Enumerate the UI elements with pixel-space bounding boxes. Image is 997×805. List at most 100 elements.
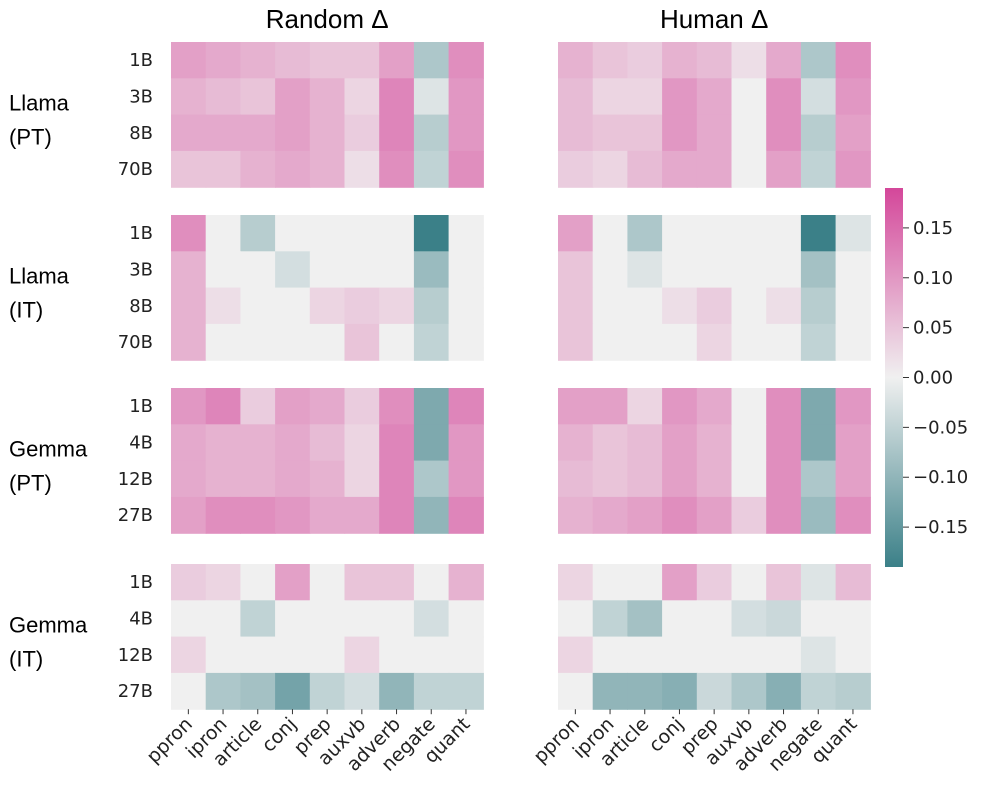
colorbar-tick-label: 0.15 xyxy=(913,218,953,239)
heatmap-cell xyxy=(731,496,767,534)
heatmap-cell xyxy=(835,114,871,152)
heatmap-cell xyxy=(800,42,837,79)
heatmap-cell xyxy=(171,564,207,601)
heatmap-cell xyxy=(171,388,207,425)
heatmap-cell xyxy=(627,42,663,79)
heatmap-cell xyxy=(731,42,767,79)
heatmap-cell xyxy=(413,251,450,289)
heatmap-cell xyxy=(413,287,450,325)
heatmap-cell xyxy=(171,323,207,361)
heatmap-cell xyxy=(379,600,415,638)
heatmap-cell xyxy=(627,251,663,289)
heatmap-cell xyxy=(413,672,450,710)
heatmap-cell xyxy=(662,78,698,116)
group-label-variant: (IT) xyxy=(9,298,43,323)
heatmap-cell xyxy=(731,78,767,116)
heatmap-cell xyxy=(205,42,241,79)
heatmap-cell xyxy=(205,323,241,361)
heatmap-cell xyxy=(275,636,311,674)
heatmap-cell xyxy=(627,287,663,325)
group-label-model: Gemma xyxy=(9,613,88,638)
heatmap-cell xyxy=(696,323,733,361)
heatmap-cell xyxy=(696,287,733,325)
heatmap-cell xyxy=(662,636,698,674)
heatmap-cell xyxy=(309,287,346,325)
heatmap-cell xyxy=(309,150,346,188)
heatmap-cell xyxy=(171,78,207,116)
heatmap-cell xyxy=(696,78,733,116)
heatmap-cell xyxy=(592,323,628,361)
row-tick-label: 27B xyxy=(118,681,153,702)
heatmap-cell xyxy=(413,496,450,534)
heatmap-cell xyxy=(662,672,698,710)
colorbar-tick-label: −0.15 xyxy=(913,517,968,538)
heatmap-cell xyxy=(413,460,450,498)
heatmap-cell xyxy=(627,460,663,498)
heatmap-cell xyxy=(171,672,207,710)
heatmap-cell xyxy=(627,78,663,116)
heatmap-cell xyxy=(344,600,380,638)
heatmap-cell xyxy=(240,496,276,534)
heatmap-cell xyxy=(413,388,450,425)
heatmap-cell xyxy=(835,323,871,361)
heatmap-cell xyxy=(309,215,346,252)
heatmap-cell xyxy=(240,672,276,710)
heatmap-cell xyxy=(731,636,767,674)
heatmap-cell xyxy=(171,600,207,638)
heatmap-cell xyxy=(662,323,698,361)
heatmap-cell xyxy=(344,251,380,289)
heatmap-cell xyxy=(800,460,837,498)
heatmap-cell xyxy=(171,251,207,289)
heatmap-cell xyxy=(592,636,628,674)
heatmap-cell xyxy=(344,636,380,674)
heatmap-cell xyxy=(171,287,207,325)
heatmap-cell xyxy=(205,251,241,289)
heatmap-cell xyxy=(448,251,484,289)
heatmap-cell xyxy=(448,496,484,534)
colorbar-tick-label: 0.10 xyxy=(913,268,953,289)
heatmap-cell xyxy=(696,672,733,710)
heatmap-cell xyxy=(800,424,837,462)
heatmap-cell xyxy=(171,496,207,534)
row-tick-label: 12B xyxy=(118,469,153,490)
heatmap-cell xyxy=(448,287,484,325)
heatmap-cell xyxy=(413,564,450,601)
heatmap-cell xyxy=(800,496,837,534)
row-tick-label: 1B xyxy=(129,572,153,593)
heatmap-cell xyxy=(592,150,628,188)
heatmap-cell xyxy=(766,388,802,425)
heatmap-cell xyxy=(766,251,802,289)
group-label-model: Llama xyxy=(9,91,70,116)
heatmap-cell xyxy=(448,150,484,188)
heatmap-cell xyxy=(835,150,871,188)
heatmap-cell xyxy=(766,42,802,79)
heatmap-cell xyxy=(344,78,380,116)
heatmap-cell xyxy=(558,215,594,252)
row-tick-label: 3B xyxy=(129,86,153,107)
heatmap-cell xyxy=(309,672,346,710)
heatmap-cell xyxy=(662,287,698,325)
heatmap-cell xyxy=(344,388,380,425)
heatmap-cell xyxy=(205,496,241,534)
heatmap-cell xyxy=(309,114,346,152)
heatmap-cell xyxy=(344,672,380,710)
colorbar-tick-label: −0.05 xyxy=(913,417,968,438)
heatmap-cell xyxy=(835,564,871,601)
heatmap-cell xyxy=(413,600,450,638)
heatmap-cell xyxy=(592,424,628,462)
heatmap-cell xyxy=(413,636,450,674)
heatmap-cell xyxy=(800,215,837,252)
heatmap-cell xyxy=(275,251,311,289)
heatmap-cell xyxy=(379,215,415,252)
heatmap-cell xyxy=(205,636,241,674)
heatmap-cell xyxy=(696,251,733,289)
heatmap-cell xyxy=(627,114,663,152)
heatmap-cell xyxy=(448,323,484,361)
heatmap-cell xyxy=(379,42,415,79)
heatmap-cell xyxy=(558,78,594,116)
heatmap-cell xyxy=(309,251,346,289)
heatmap-cell xyxy=(344,323,380,361)
heatmap-cell xyxy=(309,424,346,462)
heatmap-cell xyxy=(558,251,594,289)
heatmap-cell xyxy=(240,215,276,252)
